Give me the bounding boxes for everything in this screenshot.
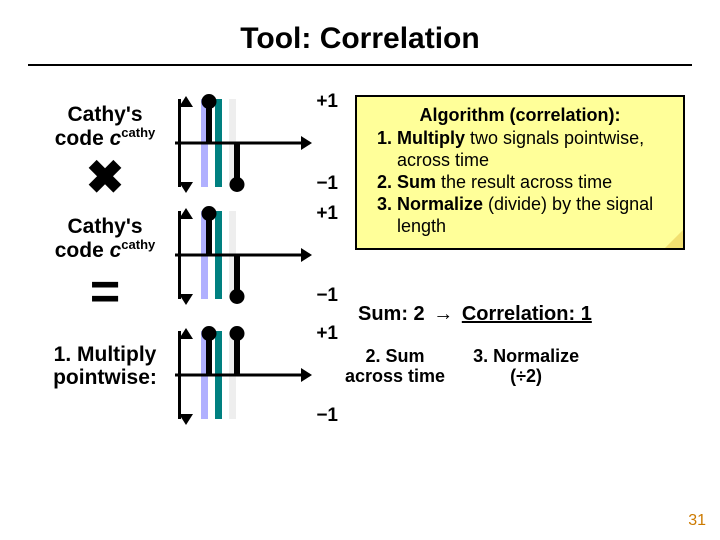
slide-title: Tool: Correlation: [0, 0, 720, 56]
stem-2a: [206, 213, 212, 255]
step1-l2: pointwise:: [53, 366, 157, 389]
algorithm-box: Algorithm (correlation): Multiply two si…: [355, 95, 685, 250]
title-underline: [28, 64, 692, 66]
label-cathy-2: Cathy's code ccathy =: [30, 215, 180, 318]
steps-2-3: 2. Sumacross time 3. Normalize(÷2): [345, 347, 579, 387]
algo-item-1: Multiply two signals pointwise, across t…: [397, 128, 671, 172]
lbl-m1: −1: [316, 173, 338, 195]
step3-label: 3. Normalize(÷2): [473, 347, 579, 387]
lbl-p1: +1: [316, 323, 338, 345]
algo-item-2: Sum the result across time: [397, 172, 671, 194]
cathy1-l1: Cathy's: [67, 103, 142, 126]
lbl-m1: −1: [316, 405, 338, 427]
stem-3b: [234, 333, 240, 375]
sum-text: Sum: 2: [358, 303, 425, 325]
stem-2b: [234, 255, 240, 297]
label-cathy-1: Cathy's code ccathy ✖: [30, 103, 180, 200]
stem-1b: [234, 143, 240, 185]
lbl-p1: +1: [316, 203, 338, 225]
signal-1: +1 −1: [175, 95, 310, 191]
cathy1-var: c: [110, 127, 122, 150]
sum-correlation-line: Sum: 2 → Correlation: 1: [358, 303, 592, 326]
page-fold-icon: [665, 230, 683, 248]
lbl-m1: −1: [316, 285, 338, 307]
algo-list: Multiply two signals pointwise, across t…: [397, 128, 671, 238]
lbl-p1: +1: [316, 91, 338, 113]
arrow-icon: →: [433, 303, 453, 325]
cathy2-l1: Cathy's: [67, 215, 142, 238]
algo-title: Algorithm (correlation):: [369, 105, 671, 126]
cathy1-l2a: code: [55, 127, 110, 150]
correlation-text: Correlation: 1: [462, 303, 592, 325]
stem-1a: [206, 101, 212, 143]
step1-l1: 1. Multiply: [54, 343, 157, 366]
signal-3: +1 −1: [175, 327, 310, 423]
step2-label: 2. Sumacross time: [345, 347, 445, 387]
equals-icon: =: [30, 266, 180, 318]
algo-item-3: Normalize (divide) by the signal length: [397, 194, 671, 238]
cathy2-var: c: [110, 239, 122, 262]
signal-2: +1 −1: [175, 207, 310, 303]
cathy2-sup: cathy: [121, 237, 155, 252]
stem-3a: [206, 333, 212, 375]
label-step1: 1. Multiply pointwise:: [30, 343, 180, 389]
multiply-icon: ✖: [30, 154, 180, 200]
cathy1-sup: cathy: [121, 125, 155, 140]
page-number: 31: [688, 512, 706, 530]
cathy2-l2a: code: [55, 239, 110, 262]
